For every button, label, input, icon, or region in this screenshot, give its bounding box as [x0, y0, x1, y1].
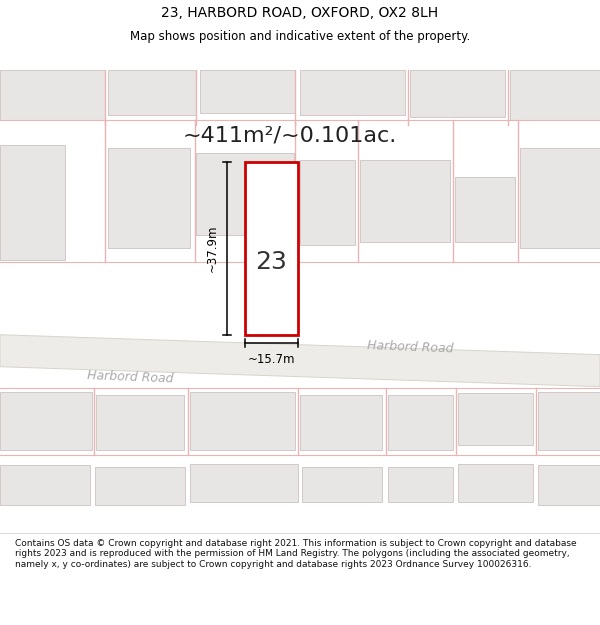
Bar — [96, 395, 184, 449]
Polygon shape — [0, 335, 600, 387]
Bar — [0, 464, 90, 504]
Text: ~15.7m: ~15.7m — [248, 352, 295, 366]
Bar — [300, 159, 355, 244]
Text: Harbord Road: Harbord Road — [367, 339, 454, 356]
Bar — [196, 152, 294, 234]
Bar — [458, 392, 533, 444]
Bar — [300, 395, 382, 449]
Bar — [538, 392, 600, 449]
Bar — [360, 159, 450, 242]
Bar — [410, 70, 505, 117]
Bar — [95, 467, 185, 504]
Bar — [388, 467, 453, 502]
Text: ~37.9m: ~37.9m — [206, 224, 219, 272]
Bar — [458, 464, 533, 502]
Bar — [300, 70, 405, 115]
Bar — [245, 162, 298, 335]
Bar — [108, 70, 196, 115]
Bar — [538, 464, 600, 504]
Text: 23, HARBORD ROAD, OXFORD, OX2 8LH: 23, HARBORD ROAD, OXFORD, OX2 8LH — [161, 6, 439, 20]
Bar — [108, 148, 190, 248]
Bar — [510, 70, 600, 120]
Bar — [302, 467, 382, 502]
Bar — [0, 392, 92, 449]
Bar — [455, 177, 515, 242]
Text: Contains OS data © Crown copyright and database right 2021. This information is : Contains OS data © Crown copyright and d… — [15, 539, 577, 569]
Bar — [200, 69, 295, 112]
Bar — [388, 395, 453, 449]
Bar — [0, 144, 65, 260]
Bar — [520, 148, 600, 248]
Text: Map shows position and indicative extent of the property.: Map shows position and indicative extent… — [130, 30, 470, 43]
Text: ~411m²/~0.101ac.: ~411m²/~0.101ac. — [183, 126, 397, 146]
Bar — [190, 392, 295, 449]
Text: 23: 23 — [256, 250, 287, 274]
Text: Harbord Road: Harbord Road — [86, 369, 173, 386]
Bar — [0, 70, 105, 120]
Bar — [190, 464, 298, 502]
